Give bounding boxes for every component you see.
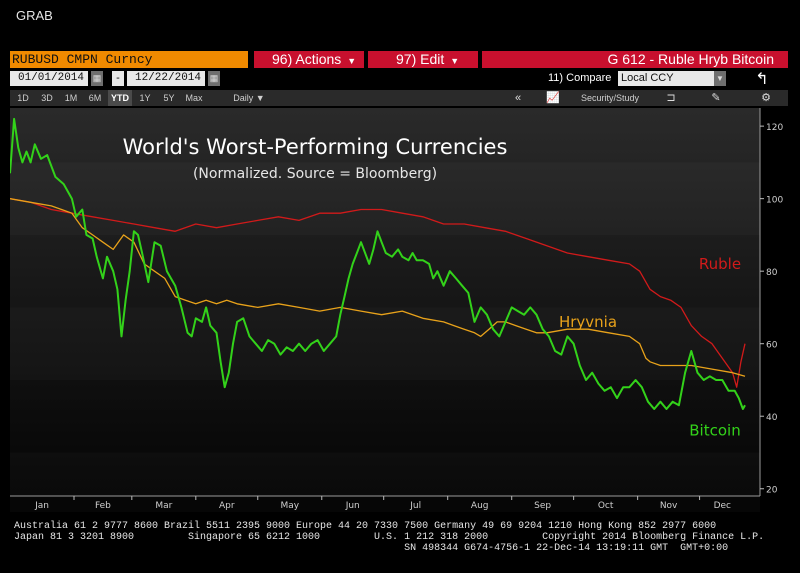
range-button-max[interactable]: Max (185, 93, 203, 103)
chart-title: World's Worst-Performing Currencies (123, 135, 508, 159)
background-band (10, 452, 760, 512)
start-date-input[interactable]: 01/01/2014 (10, 71, 88, 86)
pencil-icon[interactable]: ✎ (711, 92, 721, 104)
actions-menu-button[interactable]: 96) Actions ▼ (254, 51, 364, 68)
y-tick-label: 120 (766, 123, 783, 133)
y-tick-label: 100 (766, 196, 783, 206)
end-date-input[interactable]: 12/22/2014 (127, 71, 205, 86)
background-bands (10, 162, 760, 512)
frequency-select[interactable]: Daily ▼ (233, 93, 265, 103)
series-label-bitcoin: Bitcoin (689, 422, 740, 440)
dropdown-icon: ▼ (347, 56, 357, 66)
toolbar (10, 90, 788, 106)
footer-line: Australia 61 2 9777 8600 Brazil 5511 239… (14, 521, 717, 532)
y-tick-label: 80 (766, 268, 778, 278)
x-tick-label: Jun (345, 501, 360, 511)
x-tick-label: Feb (95, 501, 111, 511)
range-button-5y[interactable]: 5Y (163, 93, 175, 103)
y-tick-label: 20 (766, 486, 778, 496)
series-label-ruble: Ruble (699, 255, 741, 273)
x-tick-label: Sep (534, 501, 551, 511)
dropdown-icon: ▼ (450, 56, 460, 66)
dropdown-icon[interactable]: ▼ (714, 71, 726, 86)
series-line-ruble (10, 198, 746, 388)
calendar-icon[interactable]: ▦ (208, 71, 220, 86)
gear-icon[interactable]: ⚙ (761, 92, 771, 104)
line-chart: 20 40 60 80 100 120 Jan Feb Mar Apr May Jun Jul Aug S… (10, 108, 783, 512)
x-tick-label: Dec (714, 501, 731, 511)
ticker-field[interactable]: RUBUSD CMPN Curncy (10, 51, 248, 68)
app-label: GRAB (16, 8, 53, 23)
date-separator: - (112, 71, 124, 86)
series-labels: Ruble Hryvnia Bitcoin (559, 255, 741, 440)
background-band (10, 307, 760, 380)
chart-subtitle: (Normalized. Source = Bloomberg) (193, 166, 437, 182)
series-label-hryvnia: Hryvnia (559, 313, 617, 331)
range-button-1m[interactable]: 1M (64, 93, 78, 103)
series-line-hryvnia (10, 198, 746, 377)
chart-title-bar: G 612 - Ruble Hryb Bitcoin (482, 51, 788, 68)
x-tick-label: Jan (34, 501, 49, 511)
x-tick-label: Oct (598, 501, 614, 511)
x-tick-label: Aug (471, 501, 489, 511)
x-tick-label: May (280, 501, 299, 511)
series-layer (10, 117, 746, 410)
annotate-icon[interactable]: ⊐ (666, 92, 676, 104)
plot-background (10, 108, 760, 496)
x-tick-label: Apr (219, 501, 235, 511)
y-axis: 20 40 60 80 100 120 (759, 108, 783, 496)
x-axis: JanFebMarAprMayJunJulAugSepOctNovDec2014 (10, 495, 760, 511)
back-arrow-icon[interactable]: ↰ (755, 71, 769, 88)
collapse-icon[interactable]: « (514, 92, 522, 104)
edit-menu-button[interactable]: 97) Edit ▼ (368, 51, 478, 68)
edit-label: 97) Edit (396, 51, 445, 67)
frequency-label: Daily (233, 93, 254, 103)
compare-label: 11) Compare (548, 72, 612, 84)
x-tick-label: Nov (660, 501, 678, 511)
footer-line: SN 498344 G674-4756-1 22-Dec-14 13:19:11… (14, 543, 729, 554)
security-study-button[interactable]: Security/Study (580, 93, 640, 103)
range-button-6m[interactable]: 6M (88, 93, 102, 103)
calendar-icon[interactable]: ▦ (91, 71, 103, 86)
chart-icon[interactable]: 📈 (546, 92, 560, 104)
range-button-1y[interactable]: 1Y (139, 93, 151, 103)
x-tick-label: Jul (409, 501, 421, 511)
y-tick-label: 60 (766, 341, 778, 351)
series-line-bitcoin (10, 117, 746, 410)
y-tick-label: 40 (766, 413, 778, 423)
range-button-ytd[interactable]: YTD (108, 90, 132, 106)
x-tick-label: Mar (155, 501, 172, 511)
range-button-1d[interactable]: 1D (17, 93, 29, 103)
compare-select[interactable]: Local CCY (618, 71, 714, 86)
footer-contacts: Australia 61 2 9777 8600 Brazil 5511 239… (14, 521, 764, 554)
actions-label: 96) Actions (272, 51, 342, 67)
range-button-3d[interactable]: 3D (41, 93, 53, 103)
footer-line: Japan 81 3 3201 8900 Singapore 65 6212 1… (14, 532, 765, 543)
